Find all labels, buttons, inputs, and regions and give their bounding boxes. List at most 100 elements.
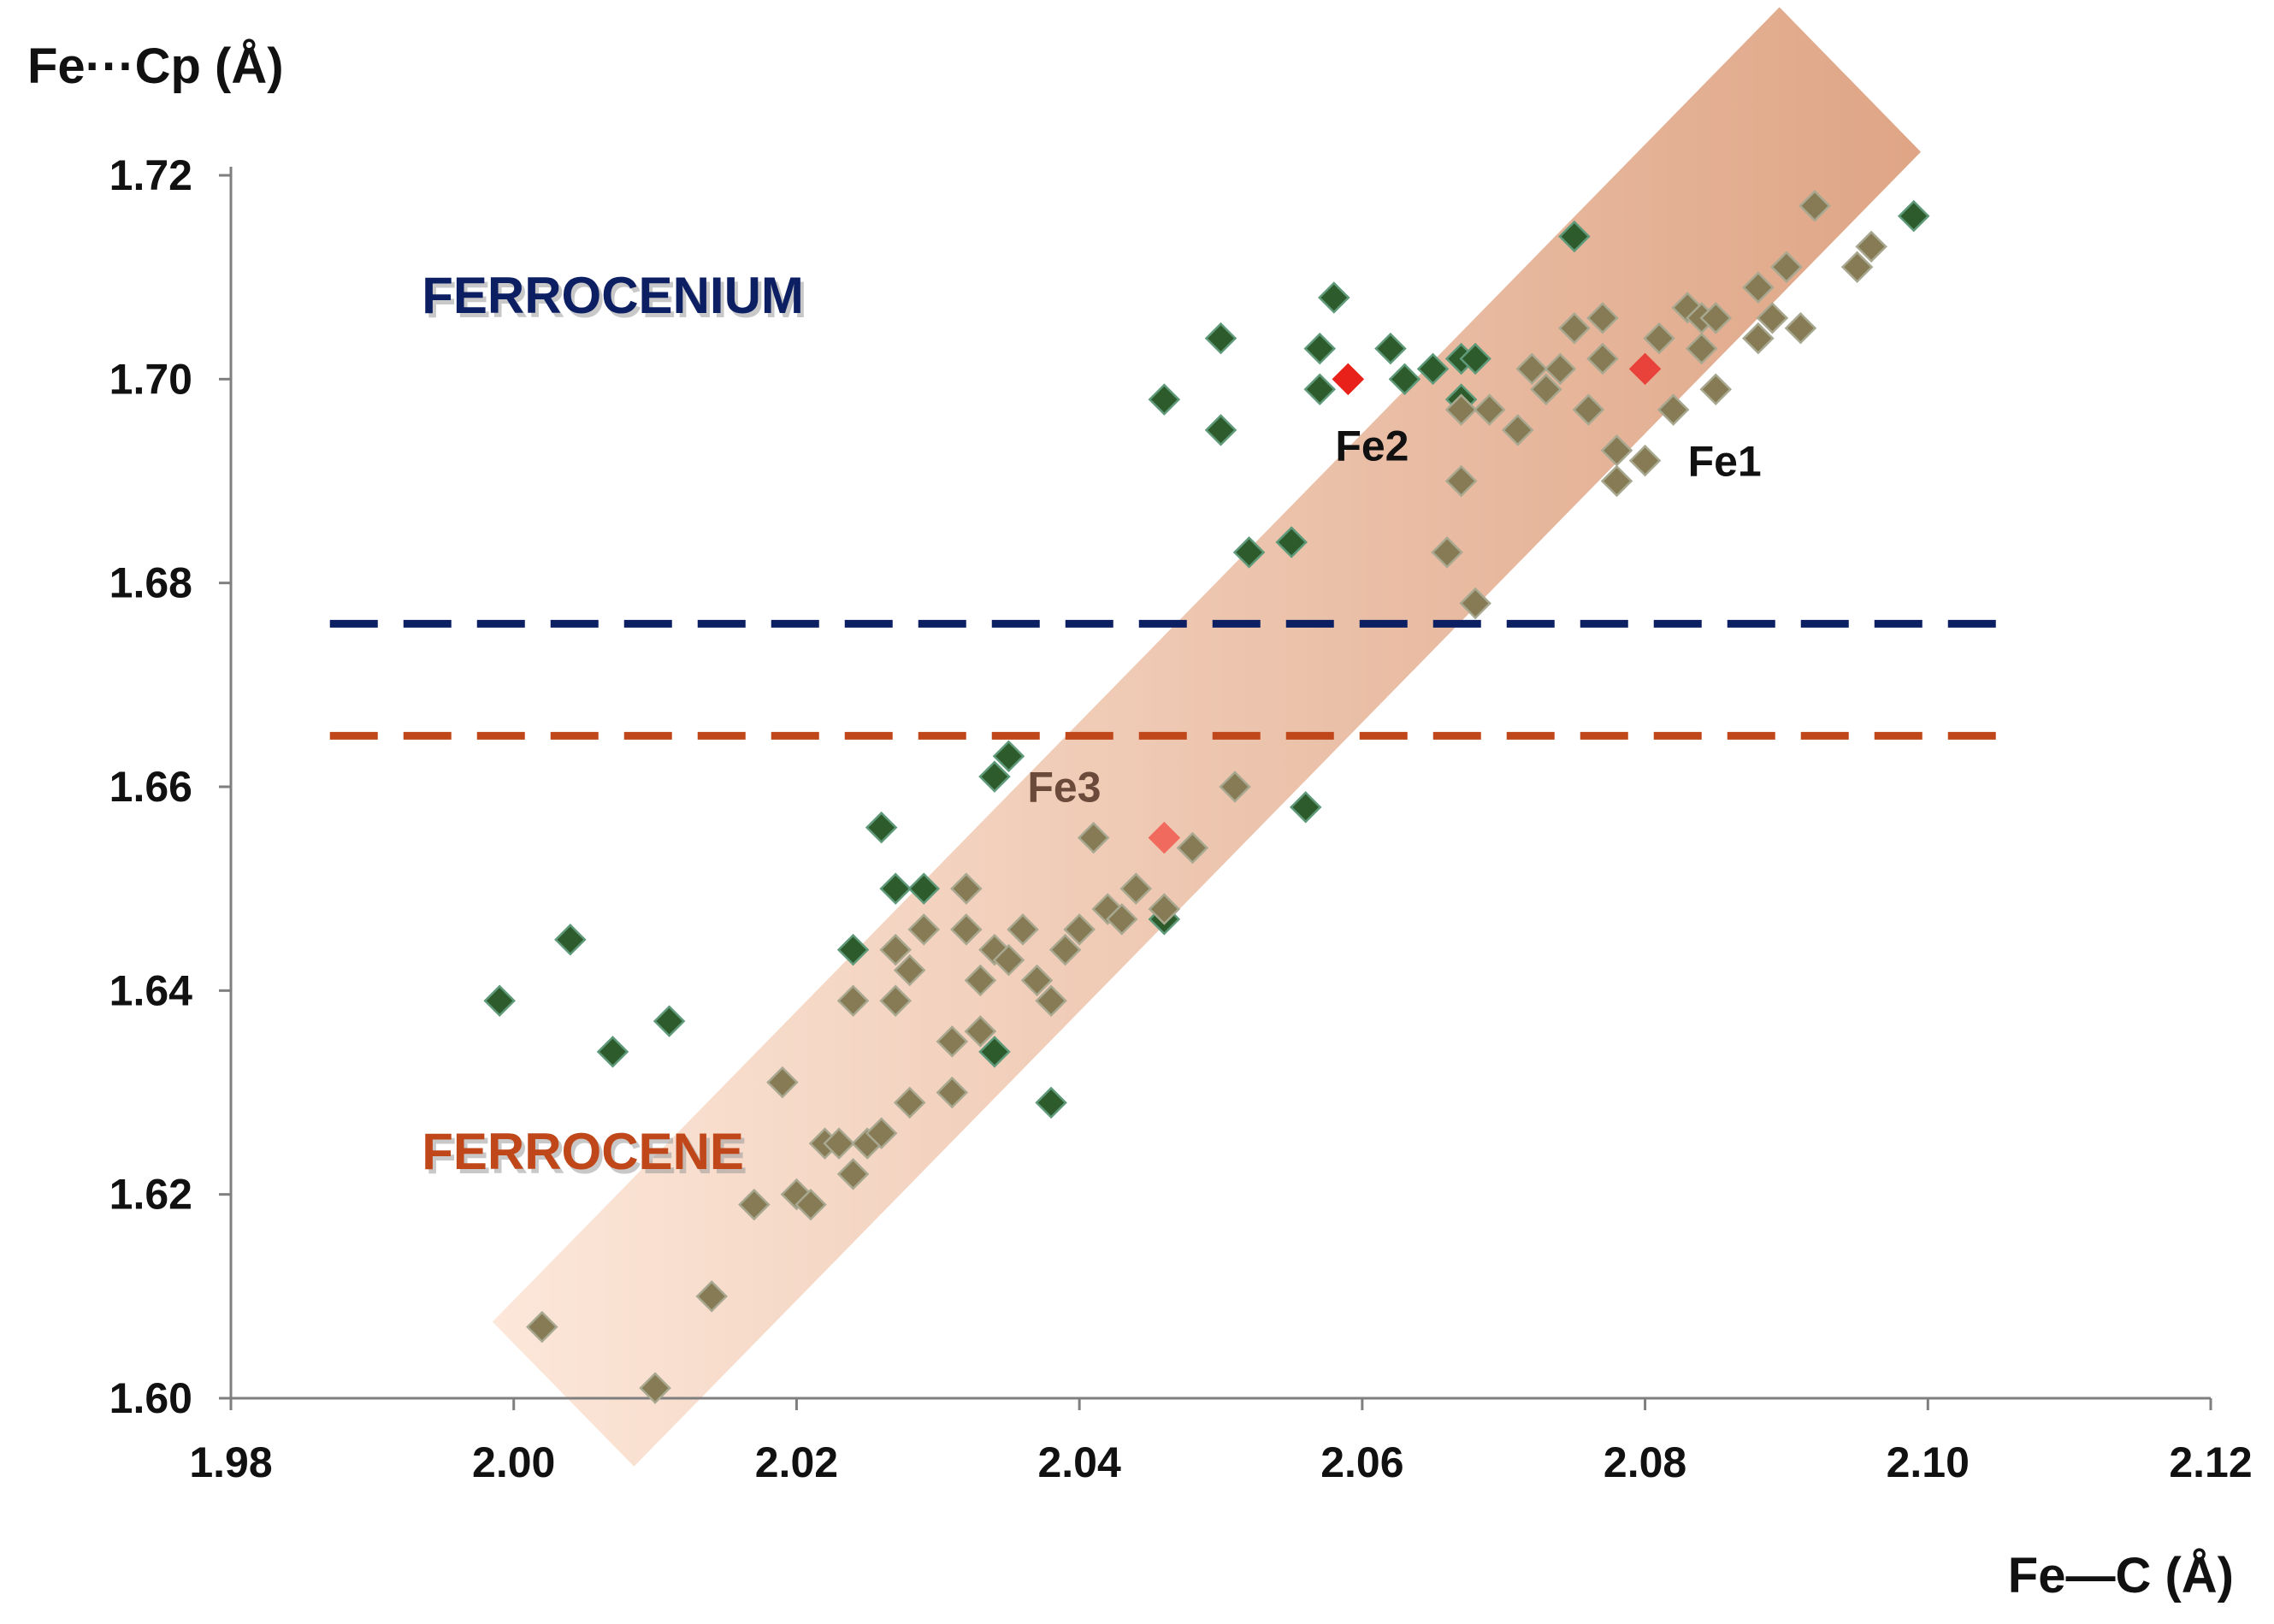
x-tick-label: 1.98 (189, 1438, 272, 1486)
data-point (936, 1025, 969, 1058)
data-point (1318, 281, 1350, 314)
axes-layer: 1.60 1.62 1.64 1.66 1.68 1.70 1.72 1.98 2.00 2.02… (27, 38, 2253, 1603)
data-point (1586, 302, 1619, 334)
x-tick-label: 2.08 (1604, 1438, 1686, 1486)
x-tick-label: 2.12 (2169, 1438, 2252, 1486)
data-point (1544, 352, 1577, 386)
data-point (893, 1086, 926, 1119)
data-point (879, 872, 912, 905)
data-point (653, 1005, 686, 1037)
point-label-fe3: Fe3 (1027, 764, 1101, 812)
data-point (1035, 984, 1067, 1018)
data-point (1459, 587, 1491, 620)
data-point (1374, 332, 1407, 365)
data-point (1063, 913, 1096, 946)
point-label-fe1: Fe1 (1688, 437, 1762, 485)
data-point (1742, 271, 1775, 304)
data-point (1657, 393, 1690, 426)
data-point (1572, 393, 1605, 426)
data-point (1473, 393, 1506, 426)
data-point (1756, 302, 1789, 334)
data-point (1176, 831, 1209, 865)
data-point (1035, 1086, 1067, 1119)
data-point (1643, 322, 1675, 355)
data-point (1388, 363, 1421, 396)
data-point (823, 1127, 855, 1160)
data-point (1515, 352, 1549, 386)
data-point (1459, 342, 1491, 375)
data-point (1628, 444, 1662, 477)
x-tick-label: 2.10 (1887, 1438, 1970, 1486)
data-point (1600, 434, 1633, 467)
data-point (1431, 536, 1463, 569)
highlighted-point (1148, 821, 1181, 854)
data-point (978, 1036, 1011, 1068)
data-point (766, 1066, 799, 1099)
data-point (1275, 526, 1308, 558)
x-tick-label: 2.06 (1320, 1438, 1403, 1486)
data-point (738, 1188, 771, 1221)
data-point (978, 760, 1011, 793)
x-axis-title: Fe—C (Å) (2008, 1548, 2234, 1603)
data-point (893, 954, 926, 987)
highlighted-point (1332, 363, 1365, 396)
data-point (1770, 251, 1803, 284)
data-point (1077, 821, 1110, 854)
data-point (907, 872, 941, 905)
data-point (1048, 933, 1082, 966)
data-point (1289, 791, 1322, 824)
data-point (639, 1372, 671, 1404)
data-point (1020, 964, 1054, 997)
x-tick-label: 2.02 (755, 1438, 838, 1486)
data-point (992, 943, 1025, 977)
data-point (1699, 302, 1733, 334)
data-point (1742, 322, 1775, 355)
data-point (1784, 311, 1817, 345)
data-point (1558, 220, 1591, 253)
data-point (596, 1036, 629, 1068)
data-points-layer (483, 189, 1930, 1404)
data-point (1558, 311, 1591, 345)
data-point (836, 933, 870, 966)
data-point (1685, 332, 1718, 365)
data-point (964, 1015, 997, 1048)
x-tick-label: 2.04 (1037, 1438, 1121, 1486)
data-point (483, 984, 516, 1018)
data-point (1530, 373, 1562, 406)
x-tick-label: 2.00 (472, 1438, 555, 1486)
y-tick-label: 1.60 (109, 1374, 192, 1422)
region-label-shadow: FERROCENE (425, 1127, 747, 1184)
y-tick-label: 1.68 (109, 559, 192, 607)
data-point (526, 1310, 558, 1343)
data-point (879, 933, 912, 966)
data-point (1897, 199, 1930, 233)
data-point (794, 1188, 827, 1221)
data-point (1232, 536, 1266, 569)
data-point (1303, 332, 1337, 365)
y-tick-label: 1.62 (109, 1171, 192, 1219)
data-point (865, 1117, 898, 1149)
data-point (1204, 414, 1237, 446)
data-point (1855, 230, 1887, 263)
data-point (879, 984, 912, 1018)
y-tick-label: 1.64 (109, 966, 193, 1014)
data-point (1148, 383, 1181, 416)
data-point (950, 913, 983, 946)
data-point (865, 811, 898, 844)
data-point (992, 740, 1025, 773)
reference-lines-layer (329, 619, 2013, 740)
region-label-shadow: FERROCENIUM (425, 271, 807, 328)
data-point (950, 872, 983, 905)
data-point (1799, 189, 1831, 222)
data-point (1840, 251, 1874, 284)
data-point (695, 1280, 728, 1313)
data-point (1303, 373, 1337, 406)
y-axis-title: Fe···Cp (Å) (27, 38, 284, 94)
data-point (1204, 322, 1237, 355)
data-point (1600, 464, 1633, 498)
data-point (1007, 913, 1039, 946)
data-point (936, 1076, 969, 1109)
region-label-ferrocenium: FERROCENIUM (422, 267, 804, 324)
data-point (836, 1158, 870, 1190)
